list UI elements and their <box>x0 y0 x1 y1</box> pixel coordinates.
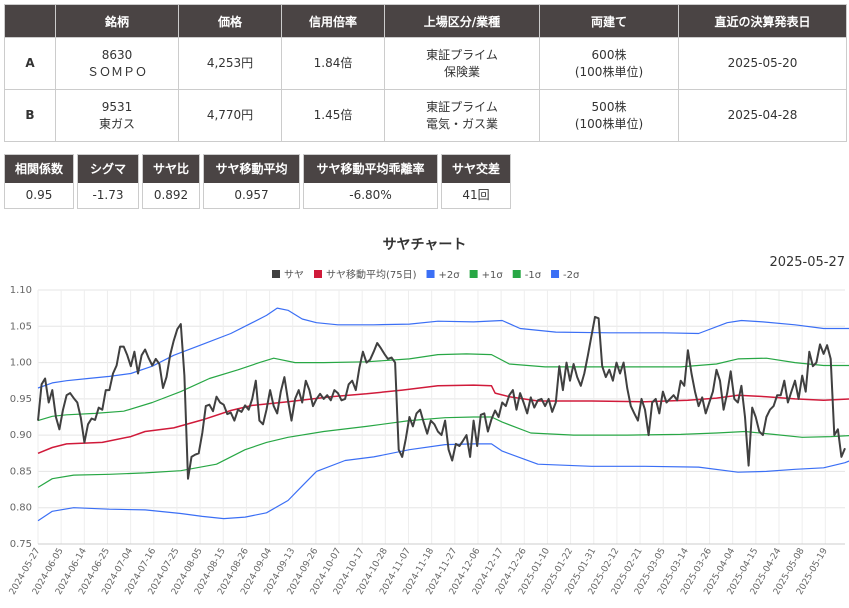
stat-value: -1.73 <box>92 188 124 202</box>
stock-name: ＳＯＭＰＯ <box>86 64 147 79</box>
price-cell: 4,253円 <box>178 37 282 90</box>
stock-name: 東ガス <box>98 116 135 131</box>
stat-value: -6.80% <box>349 188 392 202</box>
header-price: 価格 <box>178 4 282 38</box>
legend-label: -2σ <box>563 270 580 281</box>
series-line-0 <box>37 315 846 480</box>
legend-label: -1σ <box>525 270 542 281</box>
legend-label: サヤ <box>284 269 304 281</box>
y-tick-label: 0.80 <box>10 503 32 514</box>
stock-code: 8630 <box>101 47 133 62</box>
stat-sigma: シグマ -1.73 <box>77 154 139 209</box>
table-header-row: 銘柄 価格 信用倍率 上場区分/業種 両建て 直近の決算発表日 <box>4 4 847 38</box>
header-earnings-date: 直近の決算発表日 <box>678 4 847 38</box>
legend-swatch <box>512 270 521 278</box>
y-tick-label: 0.75 <box>10 539 32 550</box>
stock-cell: 8630 ＳＯＭＰＯ <box>55 37 179 90</box>
series-line-5 <box>37 443 849 522</box>
market-name: 東証プライム <box>426 47 498 62</box>
stat-value: 0.957 <box>234 188 269 202</box>
series-line-4 <box>37 416 849 488</box>
legend-label: サヤ移動平均(75日) <box>326 268 417 281</box>
stat-value: 41回 <box>462 188 490 202</box>
stat-label: サヤ移動平均乖離率 <box>304 155 437 183</box>
stock-cell: 9531 東ガス <box>55 89 179 142</box>
position-cell: 500株 (100株単位) <box>539 89 679 142</box>
position-qty: 600株 <box>591 47 627 62</box>
legend-swatch <box>272 270 280 278</box>
market-cell: 東証プライム 保険業 <box>384 37 540 90</box>
stat-label: サヤ比 <box>143 155 199 183</box>
position-unit: (100株単位) <box>574 64 644 79</box>
row-label: A <box>4 37 56 90</box>
y-tick-label: 1.00 <box>10 358 32 369</box>
spread-chart: サヤ サヤ移動平均(75日) +2σ +1σ -1σ -2σ 0.75 0.80 0.85 0.9… <box>8 268 849 597</box>
table-row: B 9531 東ガス 4,770円 1.45倍 東証プライム 電気・ガス業 500株… <box>4 89 847 142</box>
earnings-date-cell: 2025-04-28 <box>678 89 847 142</box>
stat-spread-ma: サヤ移動平均 0.957 <box>203 154 300 209</box>
sector-name: 電気・ガス業 <box>425 116 498 131</box>
stat-spread-cross: サヤ交差 41回 <box>441 154 511 209</box>
stat-spread-ma-deviation: サヤ移動平均乖離率 -6.80% <box>303 154 438 209</box>
margin-cell: 1.84倍 <box>281 37 385 90</box>
header-margin-ratio: 信用倍率 <box>281 4 385 38</box>
stat-label: シグマ <box>78 155 138 183</box>
y-tick-label: 1.05 <box>10 321 32 332</box>
position-qty: 500株 <box>591 99 627 114</box>
market-name: 東証プライム <box>426 99 498 114</box>
price-cell: 4,770円 <box>178 89 282 142</box>
stock-code: 9531 <box>101 99 133 114</box>
y-tick-label: 0.95 <box>10 394 32 405</box>
stat-value: 0.95 <box>25 188 53 202</box>
legend-swatch <box>314 270 322 278</box>
sector-name: 保険業 <box>443 64 480 79</box>
market-cell: 東証プライム 電気・ガス業 <box>384 89 540 142</box>
legend-swatch <box>469 270 478 278</box>
y-tick-label: 0.90 <box>10 430 32 441</box>
chart-date: 2025-05-27 <box>769 255 845 270</box>
stats-panel: 相関係数 0.95 シグマ -1.73 サヤ比 0.892 サヤ移動平均 0.9… <box>4 154 511 209</box>
stat-label: 相関係数 <box>5 155 73 183</box>
stock-comparison-table: 銘柄 価格 信用倍率 上場区分/業種 両建て 直近の決算発表日 A 8630 ＳＯ… <box>4 4 847 142</box>
stat-label: サヤ交差 <box>442 155 510 183</box>
header-stock: 銘柄 <box>55 4 179 38</box>
stat-spread-ratio: サヤ比 0.892 <box>142 154 200 209</box>
earnings-date-cell: 2025-05-20 <box>678 37 847 90</box>
header-position: 両建て <box>539 4 679 38</box>
legend: サヤ サヤ移動平均(75日) +2σ +1σ -1σ -2σ <box>272 268 580 281</box>
row-label: B <box>4 89 56 142</box>
stat-correlation: 相関係数 0.95 <box>4 154 74 209</box>
table-row: A 8630 ＳＯＭＰＯ 4,253円 1.84倍 東証プライム 保険業 600株 (… <box>4 37 847 90</box>
legend-label: +1σ <box>482 270 504 281</box>
chart-title: サヤチャート <box>382 237 467 253</box>
stat-value: 0.892 <box>153 188 189 202</box>
stat-label: サヤ移動平均 <box>204 155 299 183</box>
position-cell: 600株 (100株単位) <box>539 37 679 90</box>
series-line-3 <box>37 353 849 422</box>
legend-swatch <box>551 270 560 278</box>
header-market-sector: 上場区分/業種 <box>384 4 540 38</box>
series-line-2 <box>37 307 849 389</box>
position-unit: (100株単位) <box>574 116 644 131</box>
y-tick-label: 1.10 <box>10 285 32 296</box>
legend-label: +2σ <box>439 270 461 281</box>
legend-swatch <box>426 270 435 278</box>
header-blank <box>4 4 56 38</box>
y-tick-label: 0.85 <box>10 466 32 477</box>
margin-cell: 1.45倍 <box>281 89 385 142</box>
grid <box>37 289 845 545</box>
